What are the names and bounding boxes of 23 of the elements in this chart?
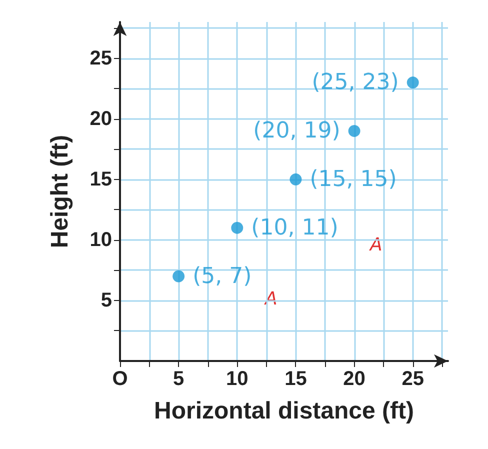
data-label: (20, 19) [253, 118, 340, 144]
x-tick-label: 5 [173, 368, 184, 390]
x-tick-label: 25 [402, 368, 424, 390]
data-label: (10, 11) [251, 215, 338, 240]
data-label: (25, 23) [312, 70, 399, 96]
y-tick-label: 25 [90, 47, 112, 70]
y-axis-title: Height (ft) [46, 134, 74, 248]
point [406, 76, 419, 89]
x-tick-label: 10 [226, 368, 248, 390]
point [290, 173, 302, 186]
x-tick-label: 15 [284, 368, 307, 390]
x-tick-label: 20 [343, 368, 366, 390]
point [231, 222, 244, 234]
point [348, 124, 360, 137]
data-label: (15, 15) [310, 166, 397, 192]
y-tick-label: 15 [90, 168, 112, 190]
x-tick-label: O [112, 368, 128, 390]
x-axis-title: Horizontal distance (ft) [154, 398, 414, 424]
point [172, 270, 185, 282]
data-label: (5, 7) [192, 264, 252, 289]
y-tick-label: 20 [90, 108, 112, 130]
y-tick-label: 10 [90, 228, 112, 251]
y-tick-label: 5 [100, 289, 112, 312]
